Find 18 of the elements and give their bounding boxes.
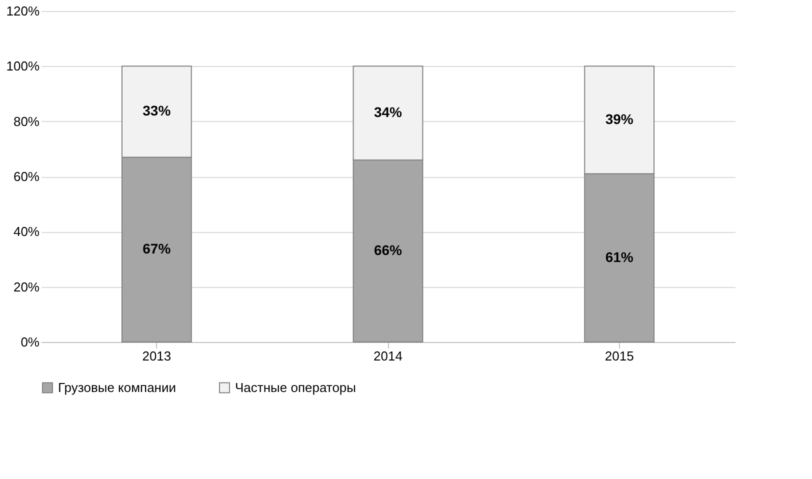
y-tick-label: 100%	[6, 58, 40, 74]
x-tick-label: 2015	[604, 348, 634, 364]
x-tick-label: 2013	[142, 348, 172, 364]
data-label: 66%	[374, 242, 403, 258]
data-label: 67%	[142, 240, 172, 257]
y-tick-label: 40%	[13, 224, 40, 240]
legend-label: Частные операторы	[235, 380, 356, 395]
data-label: 33%	[142, 102, 172, 119]
legend-label: Грузовые компании	[58, 380, 176, 395]
y-tick-label: 80%	[13, 114, 40, 129]
y-tick-label: 60%	[13, 169, 40, 184]
y-tick-label: 120%	[6, 4, 40, 18]
y-tick-label: 20%	[13, 279, 40, 294]
data-label: 39%	[605, 110, 634, 127]
data-label: 34%	[374, 104, 403, 120]
y-tick-label: 0%	[20, 334, 40, 350]
x-tick-label: 2014	[374, 348, 402, 364]
data-label: 61%	[605, 248, 634, 265]
